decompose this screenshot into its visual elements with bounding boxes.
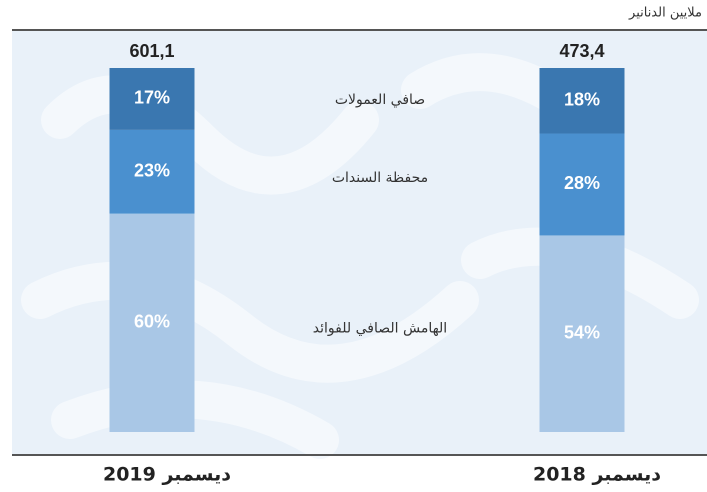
series-label: محفظة السندات	[332, 170, 428, 186]
bar-segment	[109, 213, 195, 432]
segment-label: 23%	[134, 160, 170, 180]
segment-label: 18%	[564, 90, 600, 110]
segment-label: 60%	[134, 312, 170, 332]
total-label: 601,1	[129, 41, 174, 61]
unit-label: ملايين الدنانير	[628, 6, 702, 21]
series-label: الهامش الصافي للفوائد	[313, 320, 447, 336]
segment-label: 17%	[134, 88, 170, 108]
total-label: 473,4	[559, 41, 604, 61]
category-label: ديسمبر 2019	[103, 464, 231, 486]
series-label: صافي العمولات	[335, 92, 425, 108]
bar-segment	[539, 133, 625, 236]
bar-segment	[109, 68, 195, 130]
bar-segment	[539, 68, 625, 134]
segment-label: 54%	[564, 322, 600, 342]
bar-segment	[539, 235, 625, 432]
watermark	[21, 53, 699, 459]
category-label: ديسمبر 2018	[533, 464, 661, 486]
segment-label: 28%	[564, 173, 600, 193]
bar-segment	[109, 129, 195, 214]
